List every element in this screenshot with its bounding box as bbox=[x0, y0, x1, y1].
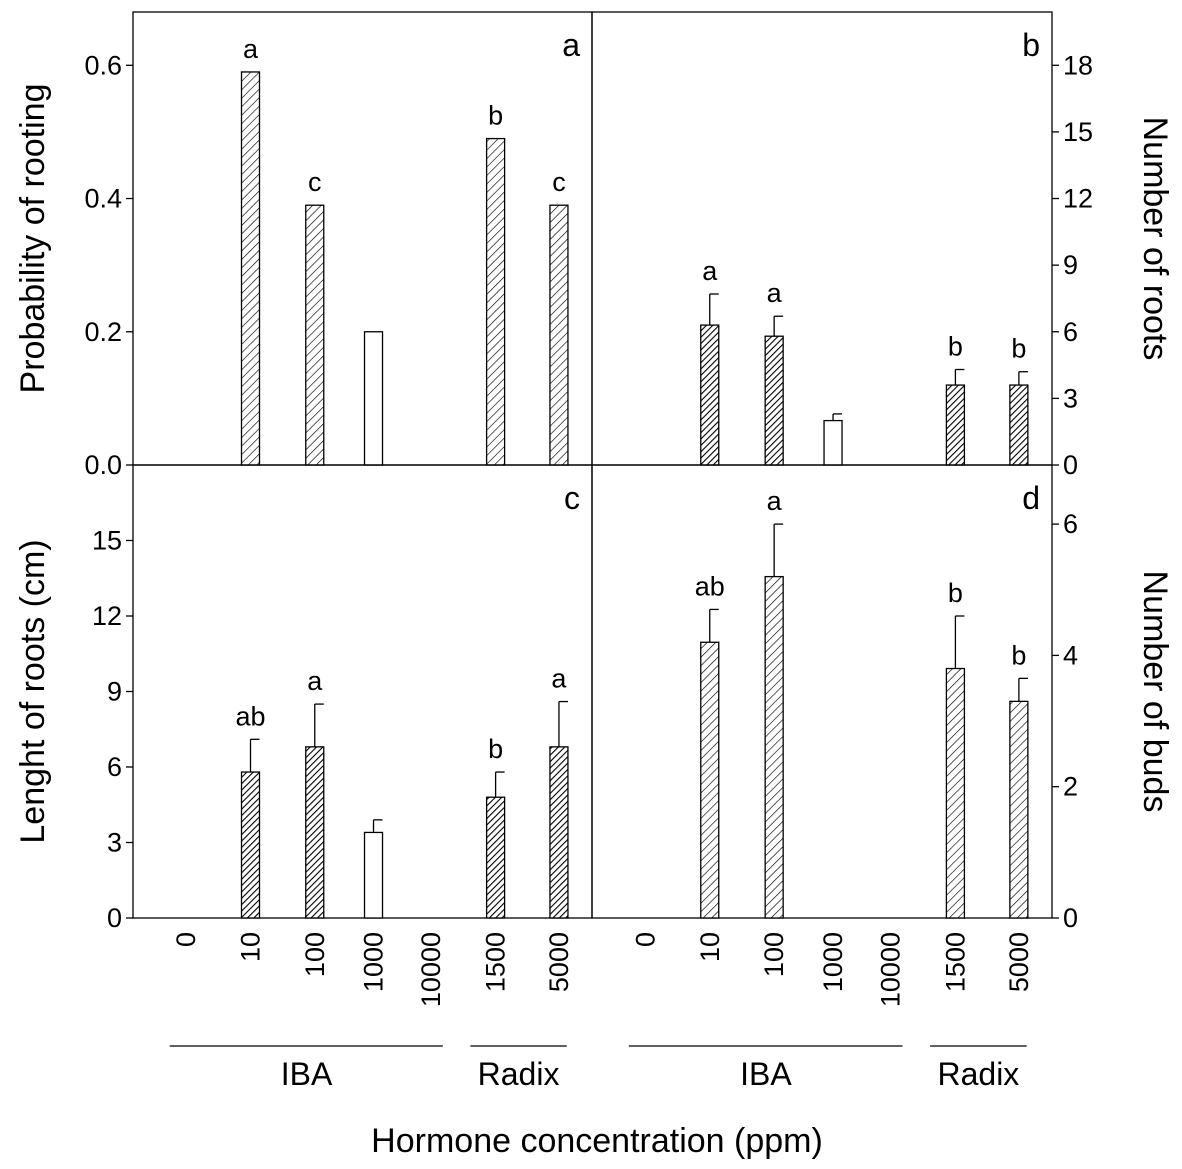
panel-frame bbox=[591, 11, 1053, 466]
x-tick-label: 5000 bbox=[544, 932, 574, 992]
panel-label: c bbox=[564, 480, 580, 516]
panel-frame bbox=[132, 11, 593, 466]
y-tick-label: 0 bbox=[107, 903, 122, 933]
y-tick-label: 0 bbox=[1063, 903, 1078, 933]
bar-10 bbox=[700, 641, 720, 919]
x-tick-label: 10000 bbox=[876, 932, 906, 1007]
y-tick-label: 3 bbox=[107, 828, 122, 858]
y-tick-label: 6 bbox=[1063, 317, 1078, 347]
y-axis-title: Number of buds bbox=[1136, 571, 1174, 813]
significance-letter: a bbox=[767, 278, 783, 308]
y-tick-label: 4 bbox=[1063, 640, 1078, 670]
bar-1000 bbox=[823, 419, 843, 466]
bar-1500 bbox=[945, 384, 966, 466]
group-label-radix: Radix bbox=[937, 1056, 1019, 1092]
y-tick-label: 0.2 bbox=[84, 317, 122, 347]
x-tick-label: 1000 bbox=[359, 932, 389, 992]
y-tick-label: 6 bbox=[107, 752, 122, 782]
y-axis-title: Probability of rooting bbox=[14, 84, 52, 394]
y-tick-label: 12 bbox=[1063, 184, 1093, 214]
bar-1000 bbox=[363, 831, 384, 919]
bar-5000 bbox=[549, 746, 569, 919]
x-tick-label: 0 bbox=[630, 932, 660, 947]
significance-letter: c bbox=[552, 167, 566, 197]
x-tick-label: 5000 bbox=[1004, 932, 1034, 992]
significance-letter: a bbox=[307, 666, 323, 696]
significance-letter: c bbox=[308, 167, 322, 197]
bar-10 bbox=[240, 771, 261, 919]
x-tick-label: 1000 bbox=[818, 932, 848, 992]
significance-letter: a bbox=[551, 664, 567, 694]
bar-100 bbox=[764, 335, 784, 466]
bar-1500 bbox=[485, 137, 506, 466]
significance-letter: b bbox=[1011, 334, 1026, 364]
labels-layer: Hormone concentration (ppm) 0 10 100 1000 10… bbox=[169, 932, 1034, 1160]
bar-10 bbox=[700, 324, 720, 466]
bar-1000 bbox=[363, 331, 384, 466]
bar-5000 bbox=[1009, 384, 1029, 466]
bar-100 bbox=[305, 204, 325, 466]
significance-letter: ab bbox=[695, 571, 725, 601]
y-axis-title: Number of roots bbox=[1136, 117, 1174, 361]
significance-letter: b bbox=[488, 734, 503, 764]
x-axis-left: 0 10 100 1000 10000 1500 5000 IBA Radix bbox=[169, 932, 574, 1092]
y-tick-label: 12 bbox=[92, 601, 122, 631]
panel-frame bbox=[132, 464, 593, 919]
bar-1500 bbox=[485, 796, 506, 919]
x-tick-label: 100 bbox=[759, 932, 789, 977]
significance-letter: b bbox=[948, 578, 963, 608]
y-tick-label: 0.6 bbox=[84, 50, 122, 80]
y-tick-label: 9 bbox=[1063, 250, 1078, 280]
bar-5000 bbox=[549, 204, 569, 466]
bar-5000 bbox=[1009, 700, 1029, 919]
panel-label: b bbox=[1022, 27, 1040, 63]
panel-label: a bbox=[562, 27, 580, 63]
y-tick-label: 0 bbox=[1063, 450, 1078, 480]
panel-label: d bbox=[1022, 480, 1040, 516]
significance-letter: b bbox=[1011, 640, 1026, 670]
x-tick-label: 1500 bbox=[481, 932, 511, 992]
y-tick-label: 6 bbox=[1063, 509, 1078, 539]
significance-letter: b bbox=[488, 101, 503, 131]
bar-10 bbox=[240, 71, 261, 466]
x-tick-label: 100 bbox=[300, 932, 330, 977]
bar-100 bbox=[305, 746, 325, 919]
group-label-iba: IBA bbox=[281, 1056, 333, 1092]
x-axis-right: 0 10 100 1000 10000 1500 5000 IBA Radix bbox=[628, 932, 1034, 1092]
y-tick-label: 15 bbox=[92, 526, 122, 556]
y-tick-label: 15 bbox=[1063, 117, 1093, 147]
panel-frame bbox=[591, 464, 1053, 919]
y-tick-label: 0.4 bbox=[84, 184, 122, 214]
significance-letter: a bbox=[767, 486, 783, 516]
significance-letter: b bbox=[948, 332, 963, 362]
x-tick-label: 0 bbox=[171, 932, 201, 947]
significance-letter: a bbox=[243, 34, 259, 64]
panel-b: 0 3 6 9 12 15 18 Number of roots b a a b b bbox=[591, 11, 1174, 480]
y-tick-label: 0.0 bbox=[84, 450, 122, 480]
y-axis-title: Lenght of roots (cm) bbox=[14, 539, 52, 843]
x-axis-title: Hormone concentration (ppm) bbox=[371, 1122, 823, 1160]
group-label-radix: Radix bbox=[478, 1056, 560, 1092]
group-label-iba: IBA bbox=[740, 1056, 792, 1092]
significance-letter: a bbox=[702, 256, 718, 286]
y-tick-label: 9 bbox=[107, 677, 122, 707]
bar-1500 bbox=[945, 667, 966, 919]
y-tick-label: 2 bbox=[1063, 772, 1078, 802]
significance-letter: ab bbox=[235, 701, 265, 731]
y-tick-label: 3 bbox=[1063, 383, 1078, 413]
panel-a: 0.0 0.2 0.4 0.6 Probability of rooting a a c b c bbox=[14, 11, 593, 480]
y-tick-label: 18 bbox=[1063, 50, 1093, 80]
bar-100 bbox=[764, 575, 784, 919]
x-tick-label: 10000 bbox=[416, 932, 446, 1007]
x-tick-label: 1500 bbox=[940, 932, 970, 992]
x-tick-label: 10 bbox=[236, 932, 266, 962]
x-tick-label: 10 bbox=[695, 932, 725, 962]
